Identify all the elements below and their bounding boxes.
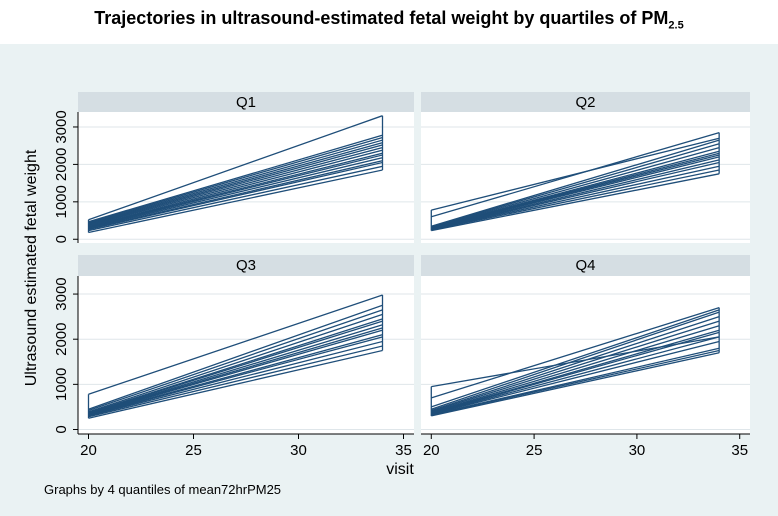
series-line [431,165,720,231]
series-line [431,331,720,414]
series-line [88,136,383,224]
panel-title: Q2 [575,94,595,111]
series-line [88,318,383,414]
series-line [431,161,720,230]
series-line [88,294,383,395]
series-line [431,325,720,413]
series-line [88,165,383,232]
series-line [431,336,720,388]
y-tick-label: 0 [53,235,70,243]
x-tick-label: 35 [395,442,412,459]
series-line [88,144,383,226]
x-tick-label: 25 [526,442,543,459]
series-line [431,309,720,408]
y-tick-label: 0 [53,425,70,433]
series-line [431,349,720,416]
series-line [431,306,720,399]
series-line [431,336,720,415]
series-line [88,142,383,225]
series-line [431,311,720,410]
chart-title: Trajectories in ultrasound-estimated fet… [0,8,778,32]
series-line [88,327,383,415]
series-line [88,345,383,418]
graph-note: Graphs by 4 quantiles of mean72hrPM25 [44,482,281,497]
series-line [88,139,383,224]
series-line [88,313,383,413]
x-tick-label: 35 [731,442,748,459]
series-line [431,137,720,211]
panel-title: Q4 [575,257,595,274]
series-line [88,157,383,229]
y-tick-label: 2000 [53,148,70,181]
y-tick-label: 2000 [53,323,70,356]
panel-strip [78,92,414,112]
series-line [88,134,383,223]
series-line [431,139,720,227]
series-line [431,329,720,414]
panel-strip [78,255,414,276]
series-line [88,304,383,410]
x-axis-title: visit [386,461,414,478]
series-line [88,152,383,228]
series-line [88,154,383,228]
series-line [431,320,720,413]
panel-strip [421,92,750,112]
series-line [431,159,720,230]
y-tick-label: 1000 [53,368,70,401]
y-tick-label: 3000 [53,110,70,143]
series-line [431,315,720,412]
series-line [88,324,383,415]
y-tick-label: 1000 [53,185,70,218]
chart-title-subscript: 2.5 [668,19,684,32]
series-line [88,309,383,412]
series-line [431,340,720,415]
x-tick-label: 30 [629,442,646,459]
series-line [88,334,383,416]
series-line [431,143,720,228]
x-tick-label: 20 [423,442,440,459]
x-tick-label: 20 [80,442,97,459]
series-line [431,169,720,231]
series-line [88,320,383,414]
chart-title-main: Trajectories in ultrasound-estimated fet… [94,8,669,28]
panel-title: Q3 [236,257,256,274]
y-tick-label: 3000 [53,277,70,310]
series-line [88,160,383,230]
series-line [88,169,383,234]
series-line [431,347,720,416]
panel-title: Q1 [236,94,256,111]
x-tick-label: 25 [185,442,202,459]
series-line [88,115,383,221]
y-axis-title: Ultrasound estimated fetal weight [23,149,40,386]
series-line [431,150,720,228]
series-line [431,352,720,417]
series-line [431,146,720,228]
x-tick-label: 30 [290,442,307,459]
series-line [88,340,383,417]
series-line [88,349,383,419]
series-line [88,149,383,227]
series-line [88,329,383,416]
series-line [431,173,720,232]
series-line [88,146,383,227]
series-line [88,161,383,231]
series-line [88,336,383,417]
panel-strip [421,255,750,276]
